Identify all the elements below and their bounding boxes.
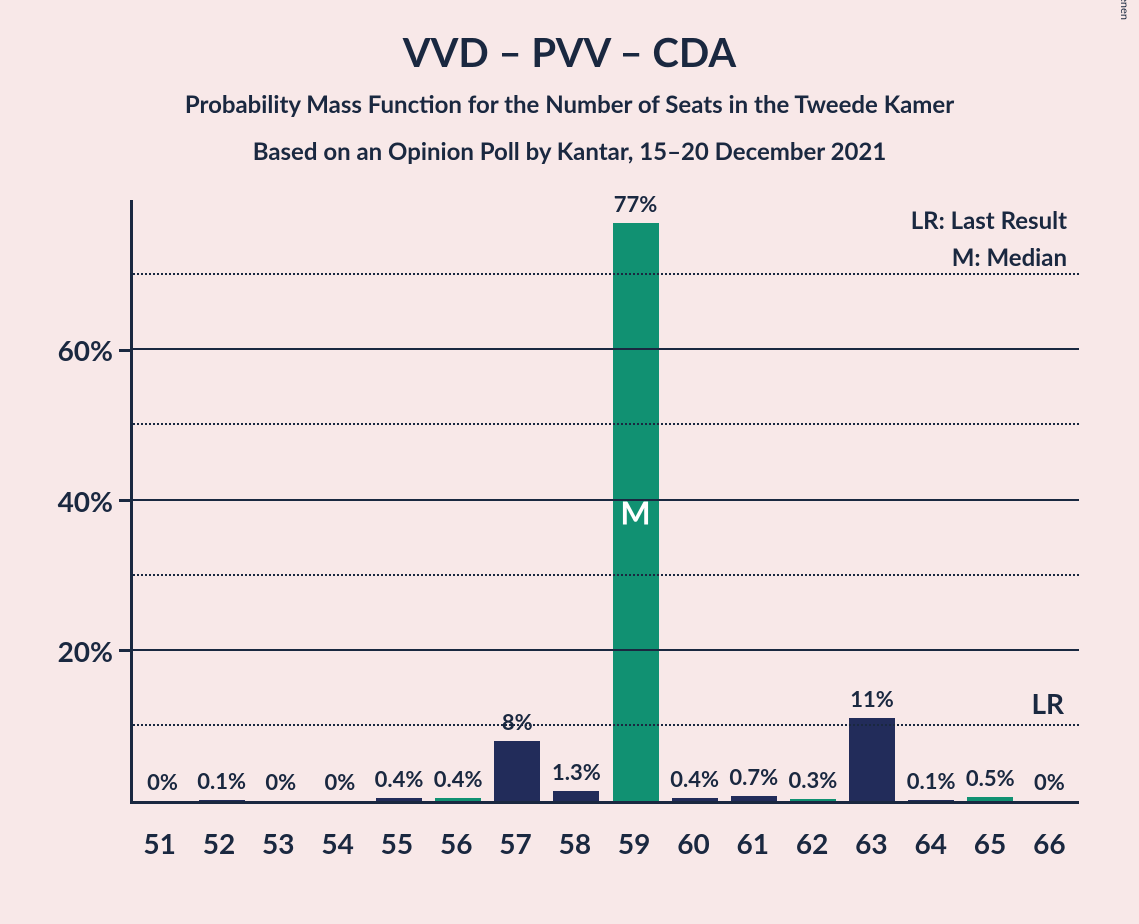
bar-slot: 0.4% — [370, 200, 429, 801]
bar-slot: 0.1% — [192, 200, 251, 801]
chart-title: VVD – PVV – CDA — [0, 0, 1139, 76]
bar-slot: 77%M — [606, 200, 665, 801]
x-axis-tick-label: 54 — [308, 814, 367, 864]
bar: 0.4% — [672, 798, 718, 801]
y-axis-label: 20% — [43, 634, 113, 668]
x-axis-tick-label: 53 — [249, 814, 308, 864]
y-axis-label: 60% — [43, 333, 113, 367]
bar: 0.5% — [967, 797, 1013, 801]
bar-slot: 11% — [843, 200, 902, 801]
gridline-major — [133, 348, 1079, 350]
bar-slot: 0.4% — [429, 200, 488, 801]
chart-subtitle-2: Based on an Opinion Poll by Kantar, 15–2… — [0, 137, 1139, 166]
bar-slot: 0% — [251, 200, 310, 801]
bar-slot: 0.1% — [902, 200, 961, 801]
bar-slot: 0.5% — [961, 200, 1020, 801]
bar: 0.3% — [790, 799, 836, 801]
x-axis-tick-label: 65 — [960, 814, 1019, 864]
chart-subtitle-1: Probability Mass Function for the Number… — [0, 90, 1139, 119]
gridline-major — [133, 499, 1079, 501]
x-axis-tick-label: 61 — [723, 814, 782, 864]
bar-value-label: 0% — [147, 768, 178, 795]
plot-area: LR: Last Result M: Median 0%0.1%0%0%0.4%… — [130, 200, 1079, 804]
gridline-minor — [133, 273, 1079, 275]
bar-value-label: 0% — [325, 768, 356, 795]
bar: 8% — [494, 741, 540, 801]
gridline-major — [133, 649, 1079, 651]
bar-value-label: 0.4% — [670, 765, 719, 792]
y-axis-label: 40% — [43, 484, 113, 518]
y-tick — [119, 649, 130, 652]
bar-value-label: 11% — [850, 685, 894, 712]
bar-value-label: 77% — [614, 190, 658, 217]
bar-slot: 8% — [488, 200, 547, 801]
bar-slot: 0.3% — [783, 200, 842, 801]
x-axis-tick-label: 52 — [189, 814, 248, 864]
bar: 11% — [849, 718, 895, 801]
x-axis-tick-label: 62 — [782, 814, 841, 864]
x-axis-tick-label: 57 — [486, 814, 545, 864]
bar: 1.3% — [553, 791, 599, 801]
chart-area: LR: Last Result M: Median 0%0.1%0%0%0.4%… — [40, 200, 1099, 864]
bar-slot: 0% — [133, 200, 192, 801]
bar-value-label: 0% — [265, 768, 296, 795]
bar-slot: 0% — [310, 200, 369, 801]
y-tick — [119, 499, 130, 502]
bar-value-label: 0% — [1034, 768, 1065, 795]
x-axis-tick-label: 55 — [367, 814, 426, 864]
bar: 0.7% — [731, 796, 777, 801]
bar-value-label: 0.4% — [434, 765, 483, 792]
x-axis-tick-label: 66 — [1020, 814, 1079, 864]
copyright-text: © 2021 Filip van Laenen — [1118, 0, 1131, 20]
x-axis-tick-label: 59 — [605, 814, 664, 864]
bar: 0.1% — [199, 800, 245, 801]
x-axis-tick-label: 56 — [427, 814, 486, 864]
bar-value-label: 0.4% — [375, 765, 424, 792]
bar-slot: 1.3% — [547, 200, 606, 801]
bar-value-label: 1.3% — [552, 758, 601, 785]
x-axis-tick-label: 64 — [901, 814, 960, 864]
x-axis-tick-label: 60 — [664, 814, 723, 864]
bar-value-label: 0.3% — [789, 766, 838, 793]
bar-value-label: 0.5% — [966, 764, 1015, 791]
bar-value-label: 8% — [502, 708, 533, 735]
bar: 77%M — [613, 223, 659, 801]
gridline-minor — [133, 423, 1079, 425]
bar-value-label: 0.7% — [729, 763, 778, 790]
gridline-minor — [133, 724, 1079, 726]
x-axis-tick-label: 63 — [842, 814, 901, 864]
x-axis-labels: 51525354555657585960616263646566 — [130, 814, 1079, 864]
bar: 0.4% — [435, 798, 481, 801]
bar-value-label: 0.1% — [907, 767, 956, 794]
gridline-minor — [133, 574, 1079, 576]
y-tick — [119, 349, 130, 352]
bar: 0.4% — [376, 798, 422, 801]
x-axis-tick-label: 58 — [545, 814, 604, 864]
bar-slot: 0.7% — [724, 200, 783, 801]
bars-container: 0% 0.1% 0% 0% 0.4% 0.4% 8% 1.3% 77%M 0.4% 0.7% 0.3%… — [133, 200, 1079, 801]
x-axis-tick-label: 51 — [130, 814, 189, 864]
bar-value-label: 0.1% — [197, 767, 246, 794]
bar-slot: 0.4% — [665, 200, 724, 801]
bar: 0.1% — [908, 800, 954, 801]
lr-marker: LR — [1031, 686, 1064, 720]
